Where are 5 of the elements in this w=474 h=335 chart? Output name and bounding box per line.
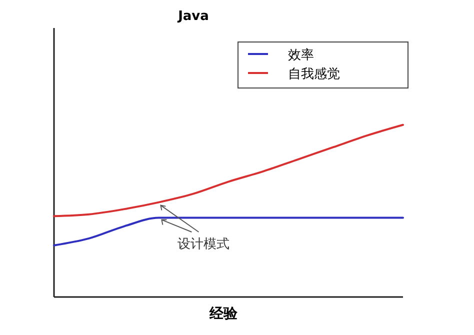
legend-label: 自我感觉 — [288, 67, 340, 82]
annotation: 设计模式 — [178, 237, 230, 252]
legend-label: 效率 — [288, 47, 314, 63]
chart-title: Java — [177, 9, 209, 24]
x-axis-title: 经验 — [208, 306, 238, 322]
